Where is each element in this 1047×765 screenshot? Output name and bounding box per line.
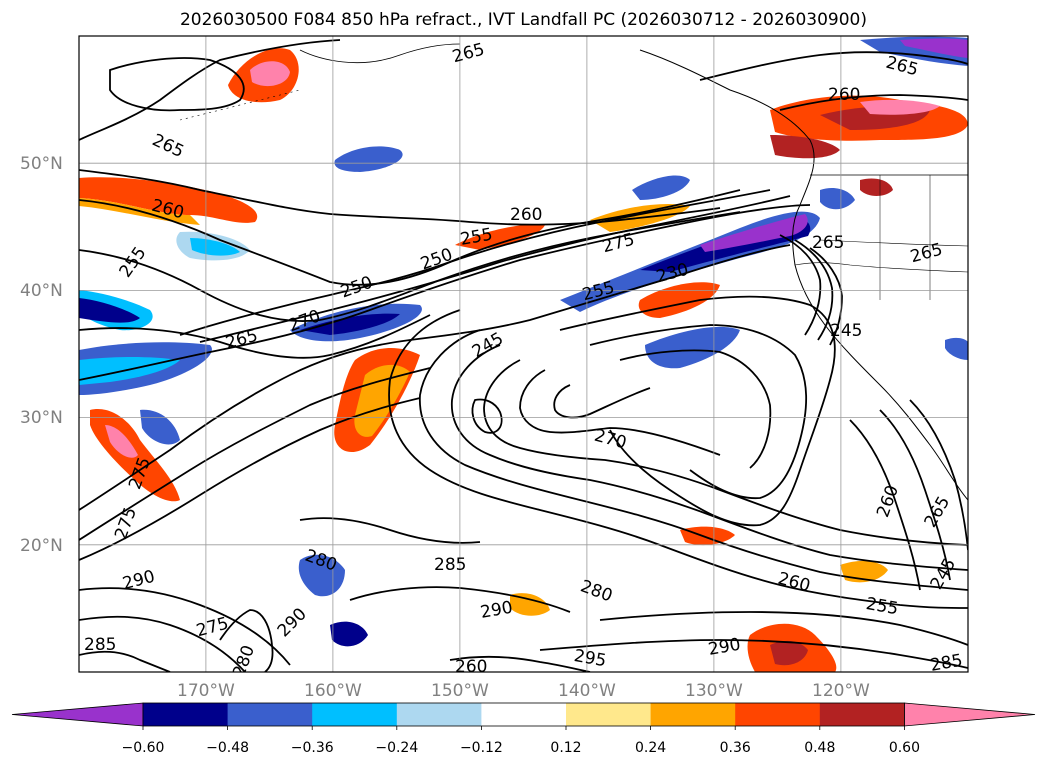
contour-label: 260 <box>455 657 487 677</box>
colorbar-tick-label: 0.48 <box>804 740 835 756</box>
colorbar-segment <box>650 703 736 726</box>
colorbar-tick-label: 0.12 <box>550 740 581 756</box>
colorbar-segment <box>481 703 567 726</box>
colorbar-segment <box>227 703 313 726</box>
colorbar-segment <box>143 703 229 726</box>
colorbar-extend-low <box>11 702 144 727</box>
lat-labels: 50°N 40°N 30°N 20°N <box>20 154 63 556</box>
colorbar-segment <box>735 703 821 726</box>
colorbar-tick-label: 0.60 <box>889 740 920 756</box>
colorbar-segment <box>819 703 905 726</box>
colorbar-tick-label: −0.24 <box>375 740 418 756</box>
colorbar-border <box>142 702 905 727</box>
coastline <box>179 43 968 501</box>
colorbar-tick-label: −0.60 <box>122 740 165 756</box>
contour-label: 285 <box>84 635 116 655</box>
colorbar-tick-label: 0.36 <box>720 740 751 756</box>
contour-label: 245 <box>830 321 862 341</box>
lon-label-120w: 120°W <box>812 681 870 701</box>
map-title: 2026030500 F084 850 hPa refract., IVT La… <box>179 10 867 30</box>
contour-label: 265 <box>812 233 844 253</box>
lat-label-20n: 20°N <box>20 536 63 556</box>
contour-label: 260 <box>828 85 860 105</box>
colorbar-tick-label: −0.48 <box>206 740 249 756</box>
contour-label: 285 <box>434 555 466 575</box>
colorbar-extend-high <box>904 702 1036 727</box>
colorbar-segment <box>396 703 482 726</box>
lon-labels: 170°W 160°W 150°W 140°W 130°W 120°W <box>177 681 870 701</box>
lon-label-170w: 170°W <box>177 681 235 701</box>
colorbar-segment <box>312 703 398 726</box>
colorbar-tick-label: −0.12 <box>460 740 503 756</box>
gridlines <box>79 36 968 672</box>
plot-frame <box>78 35 969 673</box>
lat-label-30n: 30°N <box>20 408 63 428</box>
lon-label-160w: 160°W <box>304 681 362 701</box>
colorbar-tick-label: 0.24 <box>635 740 666 756</box>
contour-label: 260 <box>510 205 542 225</box>
colorbar-tick-label: −0.36 <box>291 740 334 756</box>
lat-label-50n: 50°N <box>20 154 63 174</box>
lon-label-140w: 140°W <box>558 681 616 701</box>
lon-label-130w: 130°W <box>685 681 743 701</box>
colorbar: −0.60 −0.48 −0.36 −0.24 −0.12 0.12 0.24 0.36 0.4… <box>11 702 1036 756</box>
contour-label: 285 <box>929 651 964 676</box>
shaded-fields <box>79 36 968 672</box>
colorbar-segment <box>566 703 652 726</box>
lon-label-150w: 150°W <box>431 681 489 701</box>
contour-lines <box>79 39 968 672</box>
lat-label-40n: 40°N <box>20 281 63 301</box>
